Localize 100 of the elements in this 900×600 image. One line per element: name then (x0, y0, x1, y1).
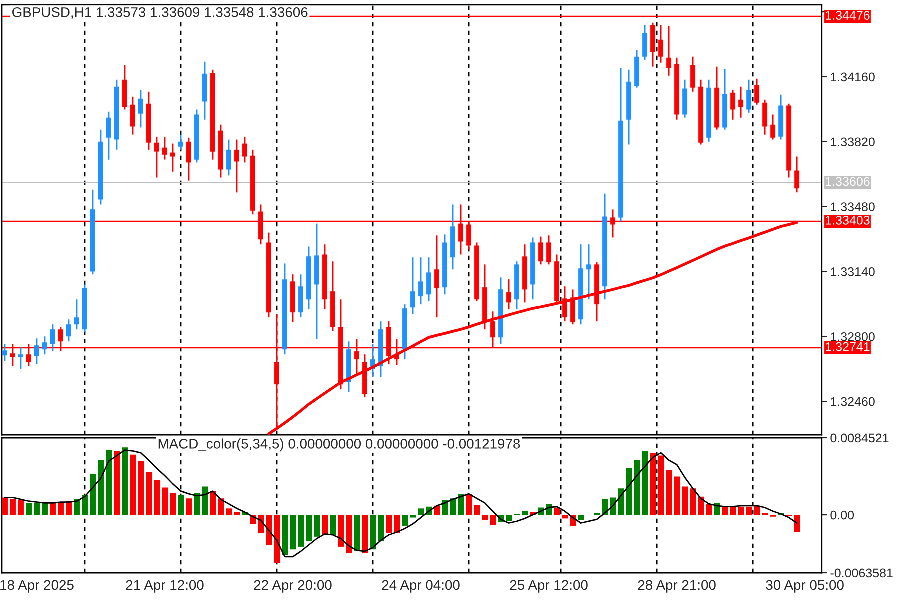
ref-line-label: 1.33403 (826, 216, 870, 225)
candlestick (506, 278, 512, 310)
bar (458, 494, 464, 516)
candlestick (106, 111, 112, 161)
bar (154, 480, 160, 516)
bar (50, 503, 56, 516)
bar (354, 515, 360, 552)
bar (338, 515, 344, 547)
bar (666, 470, 672, 516)
bar (794, 515, 800, 532)
bar (266, 515, 272, 546)
bar (2, 498, 8, 516)
x-tick-label: 21 Apr 12:00 (126, 580, 204, 593)
candlestick (2, 344, 8, 362)
bar (74, 500, 80, 516)
bar (90, 474, 96, 516)
bar (618, 488, 624, 516)
y-tick-label: 1.33820 (831, 138, 875, 147)
candlestick (226, 139, 232, 176)
bar (698, 496, 704, 516)
x-tick-label: 24 Apr 04:00 (382, 580, 460, 593)
candlestick (410, 256, 416, 316)
candlestick (34, 338, 40, 366)
bar (322, 515, 328, 536)
candlestick (170, 143, 176, 173)
ref-line-label: 1.34476 (826, 11, 870, 20)
bar (506, 515, 512, 522)
x-tick-label: 28 Apr 21:00 (638, 580, 716, 593)
bar (378, 515, 384, 542)
bar (162, 488, 168, 516)
bar (410, 515, 416, 518)
bar (754, 506, 760, 516)
candlestick (130, 96, 136, 136)
bar (42, 503, 48, 516)
candlestick (730, 89, 736, 121)
bar (642, 451, 648, 516)
bar (194, 493, 200, 516)
bar (170, 493, 176, 516)
candlestick (658, 24, 664, 64)
bar (738, 506, 744, 516)
y-tick-label: 1.32800 (831, 332, 875, 342)
bar (114, 451, 120, 516)
bar (346, 515, 352, 554)
bar (690, 488, 696, 516)
candlestick (746, 79, 752, 114)
x-tick-label: 22 Apr 20:00 (254, 580, 332, 593)
y-tick-label: -0.0063581 (830, 568, 893, 578)
bar (602, 500, 608, 516)
x-tick-label: 25 Apr 12:00 (510, 580, 588, 593)
bar (290, 515, 296, 550)
bar (130, 454, 136, 516)
bar (650, 453, 656, 516)
y-tick-label: 1.34160 (831, 72, 875, 82)
bar (106, 450, 112, 516)
bar (330, 515, 336, 536)
bar (730, 506, 736, 516)
bar (474, 505, 480, 516)
bar (58, 502, 64, 516)
candlestick (50, 324, 56, 352)
bar (26, 503, 32, 516)
candlestick (794, 156, 800, 194)
bar (746, 506, 752, 516)
y-tick-label: 1.33140 (831, 268, 875, 276)
candlestick (138, 89, 144, 128)
bar (722, 506, 728, 516)
bar (634, 460, 640, 516)
bar (210, 491, 216, 516)
bar (306, 515, 312, 542)
bar (490, 515, 496, 526)
bar (298, 515, 304, 547)
bar (202, 486, 208, 516)
candlestick (762, 99, 768, 136)
y-tick-label: 1.32460 (831, 397, 875, 406)
bar (314, 515, 320, 537)
candlestick (642, 24, 648, 61)
candlestick (754, 78, 760, 106)
bar (578, 515, 584, 521)
bar (122, 448, 128, 516)
chart-title: MACD_color(5,34,5) 0.00000000 0.00000000 -0.00121978 (158, 438, 520, 452)
candlestick (586, 244, 592, 300)
bar (98, 460, 104, 516)
y-tick-label: 1.33480 (831, 202, 875, 212)
candlestick (738, 86, 744, 119)
chart-title: GBPUSD,H1 1.33573 1.33609 1.33548 1.33606 (12, 7, 308, 19)
candlestick (546, 234, 552, 266)
candlestick (666, 25, 672, 77)
bar (658, 456, 664, 516)
candlestick (690, 56, 696, 93)
bar (234, 512, 240, 516)
bar (554, 508, 560, 516)
candlestick (234, 139, 240, 194)
candlestick (426, 256, 432, 302)
bar (522, 511, 528, 516)
bar (218, 498, 224, 516)
bar (682, 486, 688, 516)
x-tick-label: 18 Apr 2025 (0, 580, 74, 593)
bar (146, 472, 152, 516)
bar (186, 498, 192, 516)
bar (282, 515, 288, 556)
candlestick (154, 136, 160, 178)
